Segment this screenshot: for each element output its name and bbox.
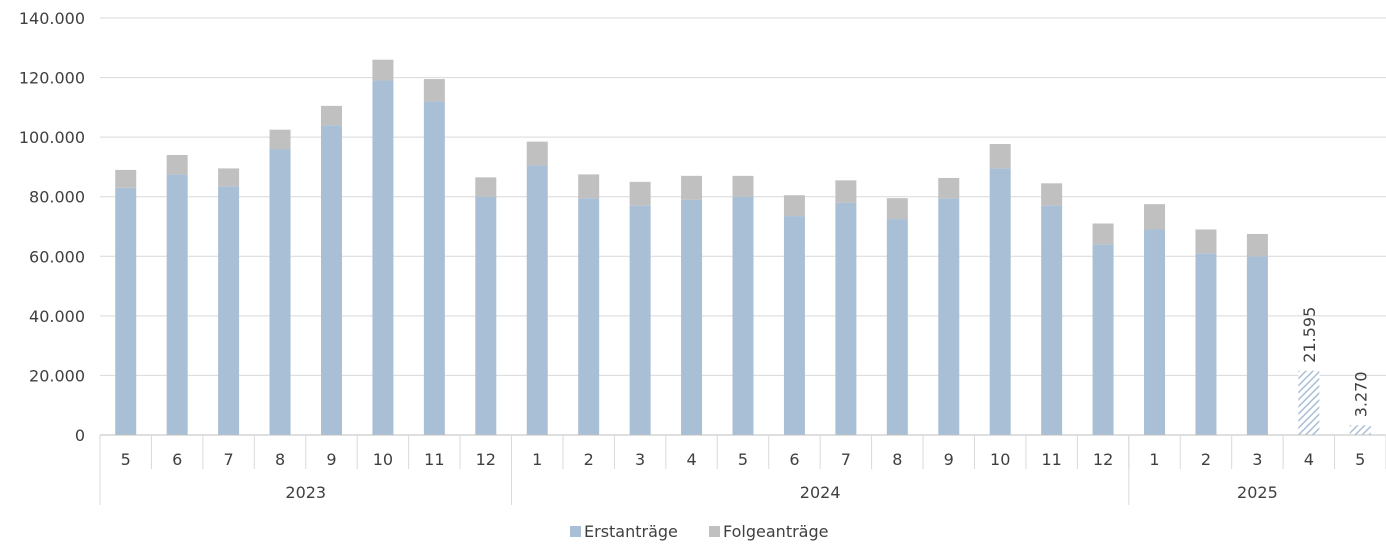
- x-tick-label: 3: [1252, 450, 1262, 469]
- bar-erstantraege: [681, 199, 703, 435]
- bar-folgeantraege: [475, 177, 497, 197]
- bar-folgeantraege: [1246, 233, 1268, 257]
- x-tick-label: 5: [121, 450, 131, 469]
- bar-folgeantraege: [269, 129, 291, 150]
- bar-erstantraege: [166, 174, 188, 435]
- bar-folgeantraege: [629, 181, 651, 206]
- bar-folgeantraege: [372, 59, 394, 81]
- bar-erstantraege: [372, 80, 394, 436]
- x-tick-label: 3: [635, 450, 645, 469]
- data-label: 3.270: [1351, 371, 1370, 417]
- legend-label: Folgeanträge: [723, 522, 828, 541]
- bar-folgeantraege: [732, 175, 754, 197]
- bar-folgeantraege: [115, 169, 137, 188]
- x-tick-label: 2: [584, 450, 594, 469]
- x-tick-label: 9: [326, 450, 336, 469]
- bar-erstantraege: [320, 125, 342, 435]
- bar-erstantraege: [1092, 244, 1114, 435]
- x-tick-label: 10: [373, 450, 393, 469]
- x-tick-label: 12: [1093, 450, 1113, 469]
- x-tick-label: 4: [686, 450, 696, 469]
- bar-folgeantraege: [166, 155, 188, 175]
- bar-erstantraege: [835, 202, 857, 435]
- x-tick-label: 2: [1201, 450, 1211, 469]
- bar-folgeantraege: [1144, 204, 1166, 230]
- x-axis: [99, 434, 1386, 505]
- bar-erstantraege: [423, 101, 445, 436]
- bar-folgeantraege: [886, 198, 908, 220]
- x-tick-label: 9: [944, 450, 954, 469]
- y-tick-label: 120.000: [19, 69, 85, 88]
- data-label: 21.595: [1300, 307, 1319, 363]
- bar-folgeantraege: [218, 168, 240, 187]
- x-tick-label: 8: [275, 450, 285, 469]
- bar-folgeantraege: [320, 105, 342, 126]
- bar-erstantraege: [989, 168, 1011, 436]
- bar-erstantraege: [1144, 229, 1166, 435]
- bar-erstantraege: [115, 187, 137, 435]
- x-tick-label: 7: [224, 450, 234, 469]
- tick-labels: 0 20.000 40.000 60.000 80.000 100.000 120.000 1…: [19, 9, 1370, 502]
- y-tick-label: 0: [75, 426, 85, 445]
- group-label: 2024: [800, 483, 841, 502]
- x-tick-label: 1: [1149, 450, 1159, 469]
- x-tick-label: 8: [892, 450, 902, 469]
- bar-erstantraege: [269, 149, 291, 436]
- x-tick-label: 5: [738, 450, 748, 469]
- bar-erstantraege: [1195, 253, 1217, 435]
- y-tick-label: 80.000: [29, 188, 85, 207]
- bar-erstantraege: [886, 219, 908, 435]
- bar-folgeantraege: [1041, 183, 1063, 206]
- legend-swatch: [709, 526, 720, 537]
- bar-erstantraege: [475, 196, 497, 435]
- x-tick-label: 1: [532, 450, 542, 469]
- bar-partial: [1298, 370, 1320, 435]
- bar-folgeantraege: [526, 141, 548, 166]
- bar-folgeantraege: [1092, 223, 1114, 245]
- y-tick-label: 20.000: [29, 366, 85, 385]
- bar-folgeantraege: [578, 174, 600, 199]
- bar-partial: [1349, 425, 1371, 435]
- y-tick-label: 140.000: [19, 9, 85, 28]
- y-tick-label: 100.000: [19, 128, 85, 147]
- bar-folgeantraege: [423, 79, 445, 102]
- bar-erstantraege: [1246, 256, 1268, 435]
- x-tick-label: 5: [1355, 450, 1365, 469]
- y-tick-label: 60.000: [29, 247, 85, 266]
- x-tick-label: 4: [1304, 450, 1314, 469]
- bar-folgeantraege: [989, 143, 1011, 169]
- x-tick-label: 12: [476, 450, 496, 469]
- y-tick-label: 40.000: [29, 307, 85, 326]
- group-label: 2023: [285, 483, 326, 502]
- x-tick-label: 6: [789, 450, 799, 469]
- bar-folgeantraege: [938, 177, 960, 199]
- legend: Erstanträge Folgeanträge: [570, 522, 828, 541]
- bar-folgeantraege: [1195, 229, 1217, 254]
- legend-label: Erstanträge: [584, 522, 678, 541]
- bar-erstantraege: [526, 165, 548, 436]
- x-tick-label: 11: [424, 450, 444, 469]
- legend-swatch: [570, 526, 581, 537]
- x-tick-label: 6: [172, 450, 182, 469]
- bar-folgeantraege: [681, 175, 703, 200]
- bars: [115, 59, 1371, 436]
- bar-erstantraege: [578, 198, 600, 435]
- bar-erstantraege: [783, 216, 805, 435]
- x-tick-label: 11: [1041, 450, 1061, 469]
- bar-erstantraege: [938, 198, 960, 435]
- bar-erstantraege: [732, 196, 754, 435]
- group-label: 2025: [1237, 483, 1278, 502]
- bar-erstantraege: [1041, 205, 1063, 435]
- bar-erstantraege: [218, 186, 240, 435]
- bar-folgeantraege: [783, 195, 805, 217]
- bar-erstantraege: [629, 205, 651, 435]
- x-tick-label: 7: [841, 450, 851, 469]
- bar-folgeantraege: [835, 180, 857, 203]
- x-tick-label: 10: [990, 450, 1010, 469]
